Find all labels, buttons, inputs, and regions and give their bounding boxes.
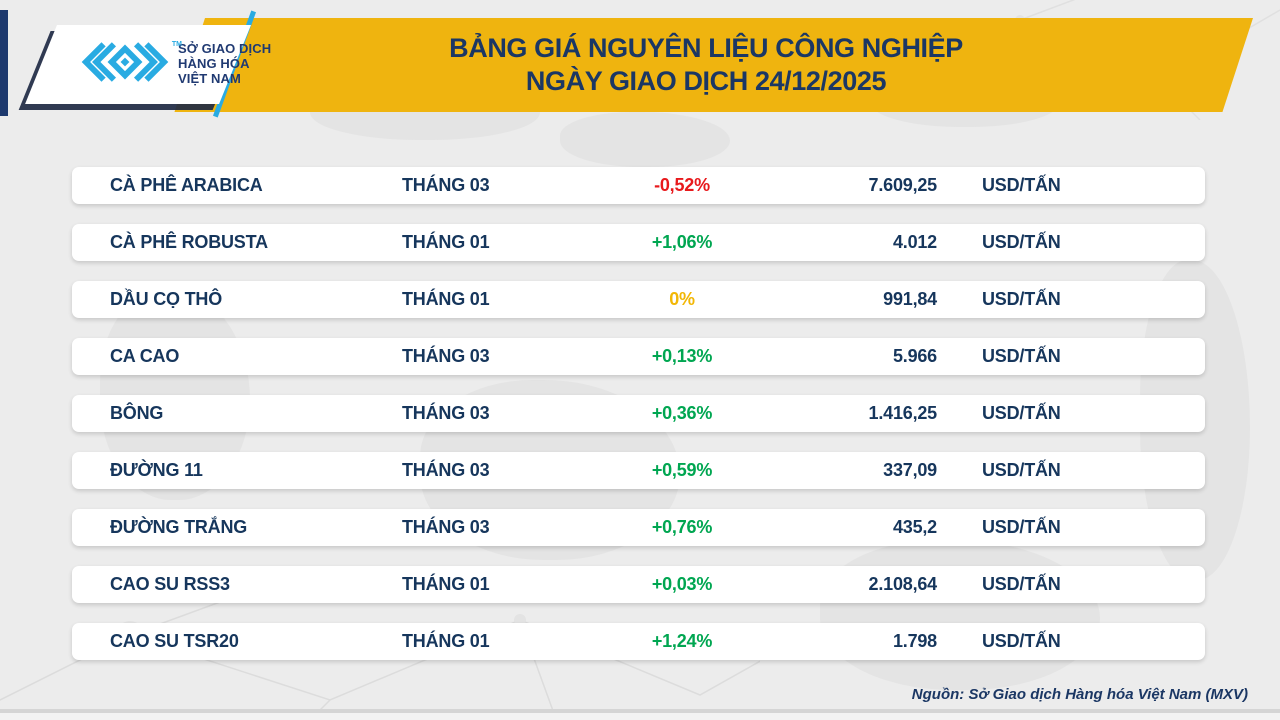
price-value: 1.416,25 (868, 403, 938, 423)
table-row: ĐƯỜNG TRẮNG THÁNG 03 +0,76% 435,2 USD/TẤ… (72, 509, 1205, 546)
percent-change: 0% (669, 289, 695, 309)
contract-month: THÁNG 01 (402, 631, 490, 651)
world-map-blob (820, 540, 1100, 690)
bottom-divider (0, 709, 1280, 713)
mxv-logo: TM SỞ GIAO DỊCH HÀNG HÓA VIỆT NAM (25, 25, 271, 104)
page-title-line2: NGÀY GIAO DỊCH 24/12/2025 (525, 66, 887, 96)
commodity-name: DẦU CỌ THÔ (110, 289, 222, 309)
price-unit: USD/TẤN (982, 460, 1061, 480)
table-row: CÀ PHÊ ARABICA THÁNG 03 -0,52% 7.609,25 … (72, 167, 1205, 204)
price-unit: USD/TẤN (982, 574, 1061, 594)
commodity-name: CÀ PHÊ ROBUSTA (110, 232, 268, 252)
contract-month: THÁNG 01 (402, 289, 490, 309)
percent-change: +0,36% (651, 403, 713, 423)
price-value: 337,09 (883, 460, 937, 480)
price-value: 1.798 (892, 631, 937, 651)
logo-org-line: VIỆT NAM (178, 70, 241, 86)
price-unit: USD/TẤN (982, 631, 1061, 651)
percent-change: +1,06% (651, 232, 713, 252)
contract-month: THÁNG 03 (402, 403, 490, 423)
percent-change: +0,76% (651, 517, 713, 537)
price-unit: USD/TẤN (982, 346, 1061, 366)
commodity-name: CA CAO (110, 346, 180, 366)
price-value: 435,2 (892, 517, 937, 537)
commodity-name: CAO SU TSR20 (110, 631, 239, 651)
bottom-margin (0, 713, 1280, 720)
price-value: 5.966 (892, 346, 937, 366)
percent-change: +0,13% (651, 346, 713, 366)
percent-change: +1,24% (651, 631, 713, 651)
table-row: CA CAO THÁNG 03 +0,13% 5.966 USD/TẤN (72, 338, 1205, 375)
price-value: 991,84 (883, 289, 937, 309)
table-row: CÀ PHÊ ROBUSTA THÁNG 01 +1,06% 4.012 USD… (72, 224, 1205, 261)
contract-month: THÁNG 01 (402, 574, 490, 594)
contract-month: THÁNG 01 (402, 232, 490, 252)
table-row: ĐƯỜNG 11 THÁNG 03 +0,59% 337,09 USD/TẤN (72, 452, 1205, 489)
logo-org-line: SỞ GIAO DỊCH (178, 41, 272, 57)
price-value: 2.108,64 (868, 574, 938, 594)
commodity-name: CAO SU RSS3 (110, 574, 230, 594)
price-value: 4.012 (892, 232, 937, 252)
percent-change: +0,59% (651, 460, 713, 480)
price-value: 7.609,25 (868, 175, 938, 195)
price-unit: USD/TẤN (982, 403, 1061, 423)
percent-change: +0,03% (651, 574, 713, 594)
table-row: CAO SU TSR20 THÁNG 01 +1,24% 1.798 USD/T… (72, 623, 1205, 660)
table-row: CAO SU RSS3 THÁNG 01 +0,03% 2.108,64 USD… (72, 566, 1205, 603)
title-banner: BẢNG GIÁ NGUYÊN LIỆU CÔNG NGHIỆP NGÀY GI… (174, 18, 1254, 112)
price-unit: USD/TẤN (982, 175, 1061, 195)
price-unit: USD/TẤN (982, 232, 1061, 252)
commodity-name: BÔNG (110, 403, 164, 423)
commodity-name: ĐƯỜNG 11 (110, 460, 203, 480)
table-row: BÔNG THÁNG 03 +0,36% 1.416,25 USD/TẤN (72, 395, 1205, 432)
contract-month: THÁNG 03 (402, 346, 490, 366)
commodity-name: ĐƯỜNG TRẮNG (110, 517, 248, 537)
price-unit: USD/TẤN (982, 517, 1061, 537)
logo-org-name: SỞ GIAO DỊCH HÀNG HÓA VIỆT NAM (178, 41, 272, 86)
table-row: DẦU CỌ THÔ THÁNG 01 0% 991,84 USD/TẤN (72, 281, 1205, 318)
trademark-symbol: TM (171, 41, 182, 48)
mxv-logo-icon: TM (77, 35, 182, 94)
source-attribution: Nguồn: Sở Giao dịch Hàng hóa Việt Nam (M… (911, 686, 1248, 703)
world-map-blob (560, 112, 730, 167)
page-title-line1: BẢNG GIÁ NGUYÊN LIỆU CÔNG NGHIỆP (449, 33, 963, 64)
contract-month: THÁNG 03 (402, 175, 490, 195)
left-accent-bar (0, 10, 8, 116)
contract-month: THÁNG 03 (402, 460, 490, 480)
commodity-name: CÀ PHÊ ARABICA (110, 175, 263, 195)
contract-month: THÁNG 03 (402, 517, 490, 537)
logo-org-line: HÀNG HÓA (178, 56, 250, 72)
price-table: CÀ PHÊ ARABICA THÁNG 03 -0,52% 7.609,25 … (72, 167, 1205, 660)
percent-change: -0,52% (654, 175, 710, 195)
price-unit: USD/TẤN (982, 289, 1061, 309)
